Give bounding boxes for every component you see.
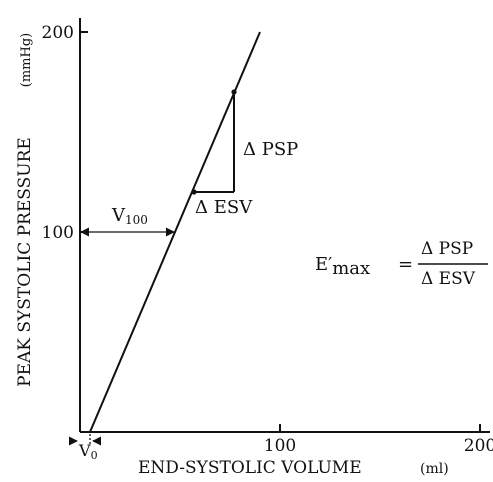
formula-lhs: E′max — [315, 254, 370, 279]
x-tick-label: 200 — [464, 436, 493, 456]
pressure-volume-line — [89, 31, 261, 433]
y-tick-label: 200 — [42, 23, 74, 43]
formula-numerator: Δ PSP — [421, 239, 473, 259]
y-axis-unit: (mmHg) — [19, 33, 34, 87]
x-axis-unit: (ml) — [420, 461, 449, 477]
formula-denominator: Δ ESV — [421, 269, 476, 289]
v100-label: V100 — [111, 205, 148, 227]
x-axis-label: END-SYSTOLIC VOLUME — [138, 458, 362, 478]
y-tick-label: 100 — [42, 223, 74, 243]
x-tick-label: 100 — [264, 436, 296, 456]
delta-psp-label: Δ PSP — [243, 139, 298, 160]
formula-equals: = — [398, 254, 413, 275]
emax-formula: E′max = Δ PSP Δ ESV — [315, 239, 488, 289]
delta-esv-label: Δ ESV — [195, 197, 253, 218]
y-axis-label: PEAK SYSTOLIC PRESSURE — [15, 137, 35, 387]
v0-label: V0 — [78, 441, 98, 462]
